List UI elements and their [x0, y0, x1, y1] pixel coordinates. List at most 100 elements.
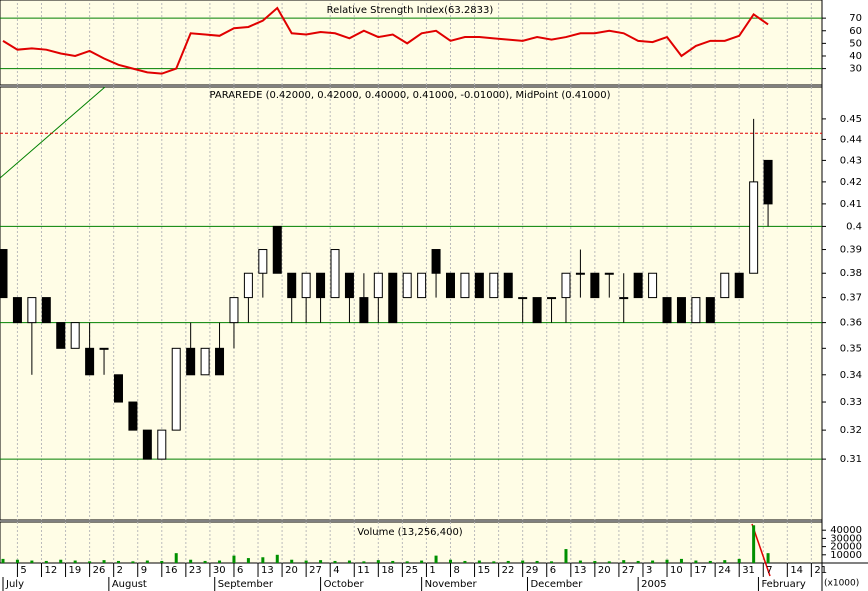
volume-bar [737, 558, 741, 563]
candle-body [41, 297, 51, 324]
volume-bar [1, 558, 5, 563]
volume-bar [391, 560, 395, 563]
month-label: August [112, 579, 147, 590]
y-tick-label: 0.43 [840, 155, 862, 166]
candle-body [633, 272, 643, 299]
volume-bar [145, 560, 149, 563]
volume-unit: (x1000) [824, 579, 859, 589]
volume-bar [651, 560, 655, 563]
volume-bar [679, 558, 683, 563]
candle-body [85, 347, 95, 376]
volume-bar [535, 560, 539, 563]
candle-body [749, 181, 759, 274]
volume-bar [88, 561, 92, 563]
candle-body [604, 272, 614, 275]
volume-bar [275, 554, 279, 563]
y-tick-label: 0.31 [840, 454, 862, 465]
candle-body [215, 347, 225, 376]
trend-line [0, 86, 106, 179]
y-tick-label: 40000 [830, 525, 862, 536]
candle-body [460, 272, 470, 299]
y-tick-label: 0.42 [840, 177, 862, 188]
month-label: December [530, 579, 583, 590]
candle-body [503, 272, 513, 299]
y-tick-label: 10000 [830, 550, 862, 561]
candle-body [662, 297, 672, 324]
volume-bar [564, 549, 568, 563]
y-tick-label: 70 [849, 13, 862, 24]
candle-body [99, 347, 109, 350]
y-tick-label: 0.33 [840, 397, 862, 408]
month-label: October [324, 579, 365, 590]
y-tick-label: 50 [849, 38, 862, 49]
volume-bar [333, 560, 337, 563]
y-tick-label: 40 [849, 51, 862, 62]
y-tick-label: 0.37 [840, 293, 862, 304]
volume-panel [0, 521, 823, 564]
volume-bar [290, 559, 294, 563]
volume-bar [463, 560, 467, 563]
grid [16, 3, 812, 563]
x-tick-label: 4 [333, 565, 339, 576]
candle-body [316, 272, 326, 299]
candle-body [402, 272, 412, 299]
volume-bar [708, 560, 712, 563]
volume-bar [434, 555, 438, 563]
candle-body [518, 297, 528, 300]
volume-bar [492, 561, 496, 563]
candle-body [474, 272, 484, 299]
x-tick-label: 24 [718, 565, 731, 576]
volume-bar [477, 560, 481, 563]
volume-bar [246, 558, 250, 563]
candle-body [532, 297, 542, 324]
volume-bar [622, 560, 626, 563]
volume-bar [30, 560, 34, 563]
y-tick-label: 0.39 [840, 245, 862, 256]
y-tick-label: 0.45 [840, 114, 862, 125]
candle-body [561, 272, 571, 299]
volume-bar [448, 559, 452, 563]
volume-bar [607, 561, 611, 563]
x-tick-label: 16 [165, 565, 178, 576]
volume-bar [665, 559, 669, 563]
candle-body [171, 347, 181, 431]
x-tick-label: 29 [526, 565, 539, 576]
volume-bar [752, 525, 756, 563]
rsi-line [2, 6, 769, 75]
volume-bar [766, 553, 770, 563]
candle-body [287, 272, 297, 299]
volume-bar [578, 560, 582, 563]
month-label: 2005 [641, 579, 666, 590]
y-tick-label: 30 [849, 64, 862, 75]
y-tick-label: 20000 [830, 542, 862, 553]
candle-body [243, 272, 253, 299]
y-tick-label: 0.38 [840, 268, 862, 279]
month-label: July [5, 579, 24, 590]
x-tick-label: 3 [646, 565, 652, 576]
volume-bar [405, 561, 409, 563]
volume-bar [131, 561, 135, 563]
volume-bar [362, 561, 366, 563]
volume-bar [347, 560, 351, 563]
x-tick-label: 10 [670, 565, 683, 576]
y-tick-label: 0.35 [840, 343, 862, 354]
volume-bar [232, 555, 236, 563]
x-tick-label: 25 [405, 565, 418, 576]
x-tick-label: 2 [117, 565, 123, 576]
volume-bar [189, 559, 193, 563]
candle-body [489, 272, 499, 299]
x-tick-label: 5 [20, 565, 26, 576]
candle-body [113, 374, 123, 403]
x-tick-label: 15 [478, 565, 491, 576]
volume-bar [376, 560, 380, 563]
candle-body [330, 249, 340, 299]
x-tick-label: 19 [69, 565, 82, 576]
candle-body [431, 249, 441, 274]
candle-body [445, 272, 455, 299]
x-tick-label: 1 [429, 565, 435, 576]
volume-bar [636, 560, 640, 563]
candle-body [70, 322, 80, 349]
candle-body [763, 159, 773, 205]
volume-bar [44, 560, 48, 563]
